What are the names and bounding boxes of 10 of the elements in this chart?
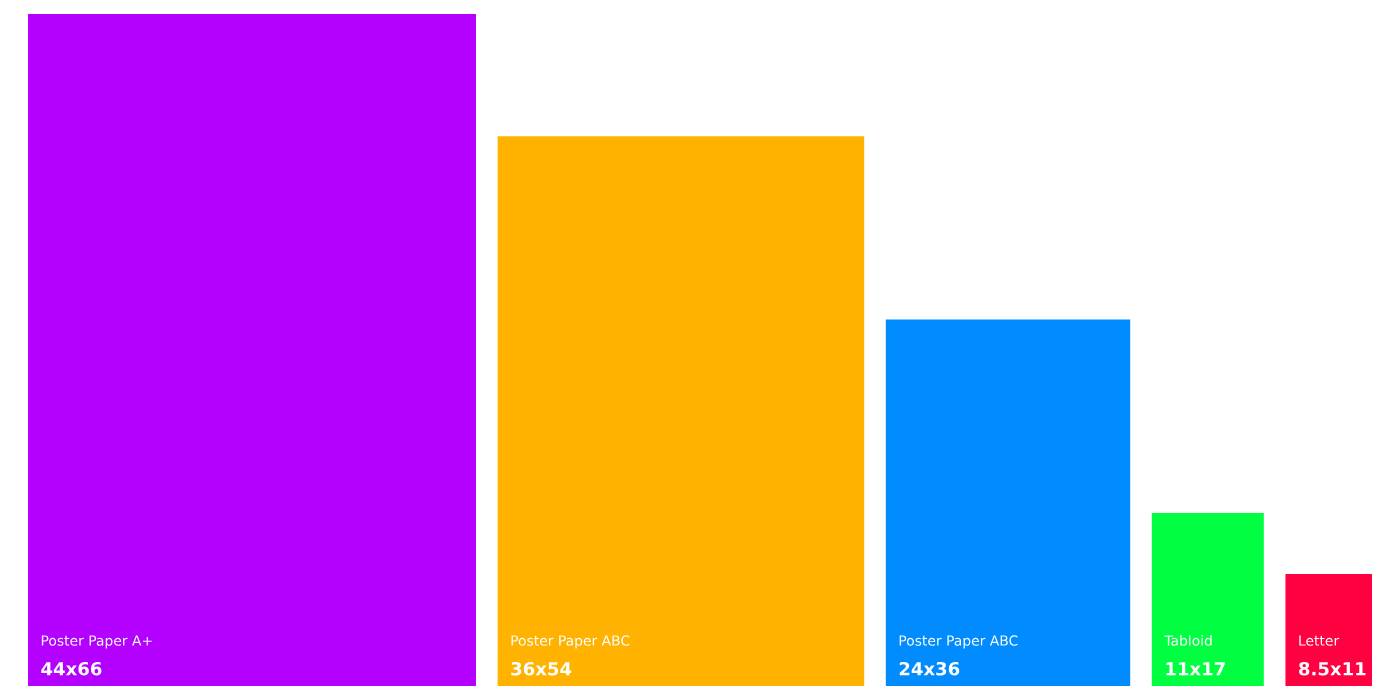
data-label: 36x54 xyxy=(511,661,572,676)
x-tick-label: Letter xyxy=(1299,635,1340,646)
x-tick-label: Poster Paper A+ xyxy=(41,635,152,649)
x-tick-label: Poster Paper ABC xyxy=(511,635,630,649)
x-tick-label: Poster Paper ABC xyxy=(899,635,1018,649)
data-label: 24x36 xyxy=(899,661,960,676)
x-tick-label: Tabloid xyxy=(1164,635,1212,646)
data-label: 11x17 xyxy=(1166,662,1225,676)
data-label: 8.5x11 xyxy=(1299,661,1366,676)
data-label: 44x66 xyxy=(41,661,102,676)
